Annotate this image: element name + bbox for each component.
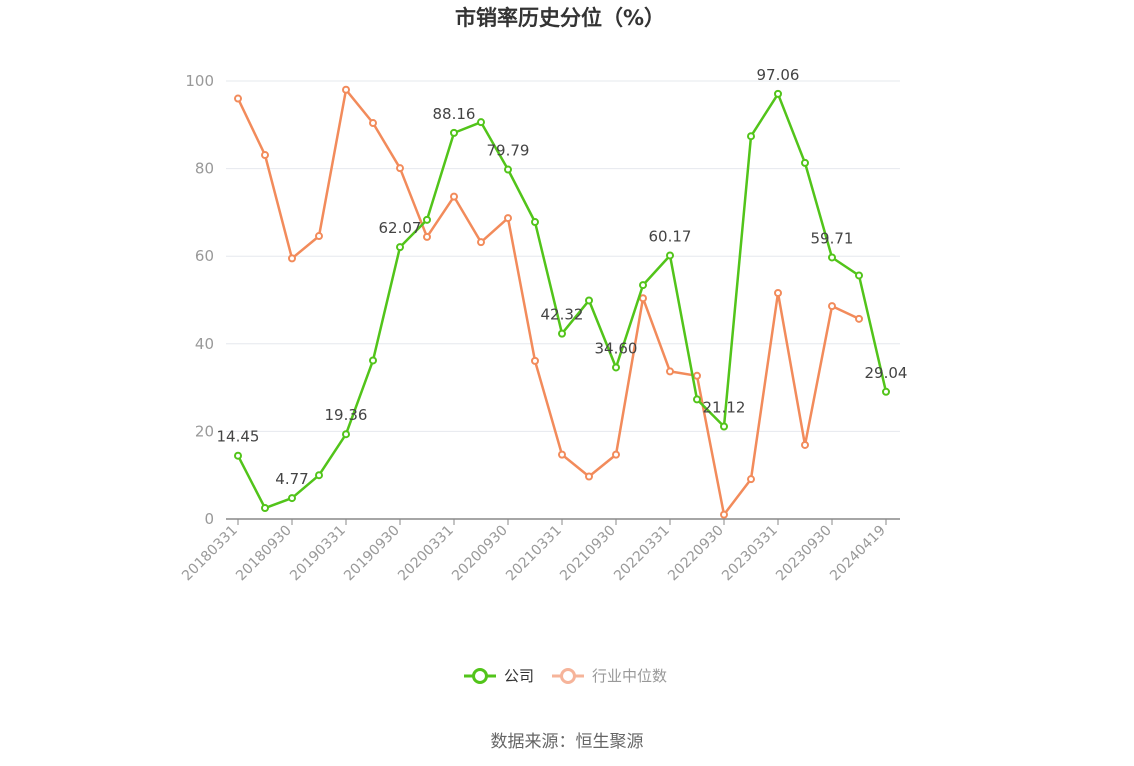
series-industry-median [234, 85, 863, 519]
point-company-20220331[interactable] [666, 251, 674, 260]
point-industry-20210331[interactable] [558, 450, 566, 459]
x-tick-label-20210930: 20210930 [557, 523, 619, 585]
legend-company-label: 公司 [504, 667, 534, 685]
data-label-20230331: 97.06 [757, 66, 800, 84]
point-company-20190331[interactable] [342, 430, 350, 439]
point-company-20230930[interactable] [828, 253, 836, 262]
data-label-20210930: 34.60 [595, 339, 638, 357]
x-tick-label-20180331: 20180331 [179, 523, 241, 585]
data-label-20180331: 14.45 [217, 428, 260, 446]
point-company-20210630[interactable] [585, 296, 593, 305]
point-company-20200630[interactable] [477, 118, 485, 127]
point-industry-20220930[interactable] [720, 510, 728, 519]
point-industry-20220331[interactable] [666, 367, 674, 376]
point-industry-20210930[interactable] [612, 450, 620, 459]
axes: 0 20 40 60 80 100 2018033120180930201903312019… [179, 72, 900, 584]
point-industry-20211231[interactable] [639, 294, 647, 303]
point-company-20230331[interactable] [774, 89, 782, 98]
point-company-20190630[interactable] [369, 356, 377, 365]
source-note: 数据来源：恒生聚源 [491, 732, 644, 752]
series-company [234, 89, 890, 513]
point-industry-20230331[interactable] [774, 288, 782, 297]
point-industry-20210630[interactable] [585, 472, 593, 481]
data-label-20190331: 19.36 [325, 406, 368, 424]
point-industry-20200331[interactable] [450, 192, 458, 201]
x-tick-label-20190930: 20190930 [341, 523, 403, 585]
point-company-20230630[interactable] [801, 158, 809, 167]
x-tick-label-20220331: 20220331 [611, 523, 673, 585]
point-industry-20200630[interactable] [477, 238, 485, 247]
point-industry-20220630[interactable] [693, 371, 701, 380]
point-company-20211231[interactable] [639, 281, 647, 290]
legend-industry-label: 行业中位数 [592, 667, 667, 685]
point-industry-20230630[interactable] [801, 440, 809, 449]
point-industry-20190630[interactable] [369, 119, 377, 128]
point-industry-20200930[interactable] [504, 214, 512, 223]
series [234, 85, 890, 519]
point-industry-20190331[interactable] [342, 85, 350, 94]
point-industry-20221231[interactable] [747, 475, 755, 484]
x-tick-label-20220930: 20220930 [665, 523, 727, 585]
x-tick-label-20190331: 20190331 [287, 523, 349, 585]
point-company-20210930[interactable] [612, 363, 620, 372]
point-company-20180930[interactable] [288, 494, 296, 503]
series-line-industry-median [236, 88, 860, 516]
point-company-20181231[interactable] [315, 471, 323, 480]
point-company-20231231[interactable] [855, 271, 863, 280]
point-company-20200331[interactable] [450, 128, 458, 137]
point-industry-20180331[interactable] [234, 94, 242, 103]
chart-title: 市销率历史分位（%） [455, 6, 665, 30]
y-tick-label-60: 60 [195, 247, 214, 265]
x-tick-label-20230930: 20230930 [773, 523, 835, 585]
y-tick-label-80: 80 [195, 160, 214, 178]
point-industry-20181231[interactable] [315, 232, 323, 241]
point-industry-20201231[interactable] [531, 356, 539, 365]
x-tick-label-20200331: 20200331 [395, 523, 457, 585]
point-company-20221231[interactable] [747, 132, 755, 141]
point-company-20210331[interactable] [558, 329, 566, 338]
point-company-20180331[interactable] [234, 451, 242, 460]
point-company-20191231[interactable] [423, 215, 431, 224]
data-label-20200930: 79.79 [487, 142, 530, 160]
data-label-20220331: 60.17 [649, 227, 692, 245]
legend: 公司 行业中位数 [464, 667, 667, 685]
point-company-20180630[interactable] [261, 504, 269, 513]
data-label-20230930: 59.71 [811, 229, 854, 247]
data-label-20240419: 29.04 [865, 364, 908, 382]
point-industry-20231231[interactable] [855, 314, 863, 323]
series-line-company [236, 92, 888, 510]
x-tick-label-20240419: 20240419 [827, 523, 889, 585]
point-company-20220930[interactable] [720, 422, 728, 431]
y-tick-label-40: 40 [195, 335, 214, 353]
point-company-20220630[interactable] [693, 395, 701, 404]
data-label-20210331: 42.32 [541, 306, 584, 324]
point-industry-20191231[interactable] [423, 232, 431, 241]
data-label-20220930: 21.12 [703, 398, 746, 416]
data-labels: 14.45 4.77 19.36 62.07 88.16 79.79 42.32 34.60 6… [217, 66, 908, 488]
point-industry-20230930[interactable] [828, 302, 836, 311]
x-tick-label-20200930: 20200930 [449, 523, 511, 585]
y-tick-label-0: 0 [204, 510, 214, 528]
x-tick-label-20210331: 20210331 [503, 523, 565, 585]
data-label-20200331: 88.16 [433, 105, 476, 123]
point-company-20200930[interactable] [504, 165, 512, 174]
x-tick-label-20230331: 20230331 [719, 523, 781, 585]
legend-item-industry-median[interactable]: 行业中位数 [552, 667, 667, 685]
grid [226, 80, 900, 432]
x-tick-label-20180930: 20180930 [233, 523, 295, 585]
point-industry-20190930[interactable] [396, 164, 404, 173]
data-label-20180930: 4.77 [275, 470, 308, 488]
legend-industry-marker [560, 668, 576, 684]
y-tick-label-100: 100 [185, 72, 214, 90]
data-label-20190930: 62.07 [379, 219, 422, 237]
point-company-20201231[interactable] [531, 218, 539, 227]
point-company-20240419[interactable] [882, 387, 890, 396]
legend-item-company[interactable]: 公司 [464, 667, 534, 685]
y-tick-label-20: 20 [195, 422, 214, 440]
point-company-20190930[interactable] [396, 243, 404, 252]
legend-company-marker [472, 668, 488, 684]
point-industry-20180630[interactable] [261, 151, 269, 160]
point-industry-20180930[interactable] [288, 254, 296, 263]
